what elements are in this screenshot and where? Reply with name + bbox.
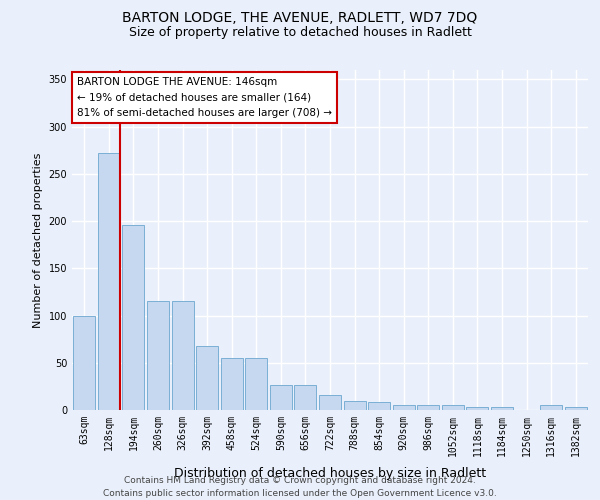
- Bar: [417, 406, 439, 410]
- Bar: [540, 406, 562, 410]
- Bar: [245, 358, 268, 410]
- Bar: [295, 386, 316, 410]
- Bar: [172, 302, 194, 410]
- Bar: [466, 407, 488, 410]
- Text: BARTON LODGE THE AVENUE: 146sqm
← 19% of detached houses are smaller (164)
81% o: BARTON LODGE THE AVENUE: 146sqm ← 19% of…: [77, 77, 332, 118]
- Bar: [196, 346, 218, 410]
- Text: BARTON LODGE, THE AVENUE, RADLETT, WD7 7DQ: BARTON LODGE, THE AVENUE, RADLETT, WD7 7…: [122, 11, 478, 25]
- Bar: [442, 406, 464, 410]
- X-axis label: Distribution of detached houses by size in Radlett: Distribution of detached houses by size …: [174, 467, 486, 480]
- Bar: [392, 406, 415, 410]
- Bar: [270, 386, 292, 410]
- Bar: [147, 302, 169, 410]
- Bar: [368, 402, 390, 410]
- Bar: [319, 395, 341, 410]
- Bar: [344, 400, 365, 410]
- Bar: [73, 316, 95, 410]
- Bar: [491, 407, 513, 410]
- Bar: [565, 407, 587, 410]
- Text: Size of property relative to detached houses in Radlett: Size of property relative to detached ho…: [128, 26, 472, 39]
- Bar: [98, 153, 120, 410]
- Bar: [221, 358, 243, 410]
- Bar: [122, 225, 145, 410]
- Text: Contains HM Land Registry data © Crown copyright and database right 2024.
Contai: Contains HM Land Registry data © Crown c…: [103, 476, 497, 498]
- Y-axis label: Number of detached properties: Number of detached properties: [33, 152, 43, 328]
